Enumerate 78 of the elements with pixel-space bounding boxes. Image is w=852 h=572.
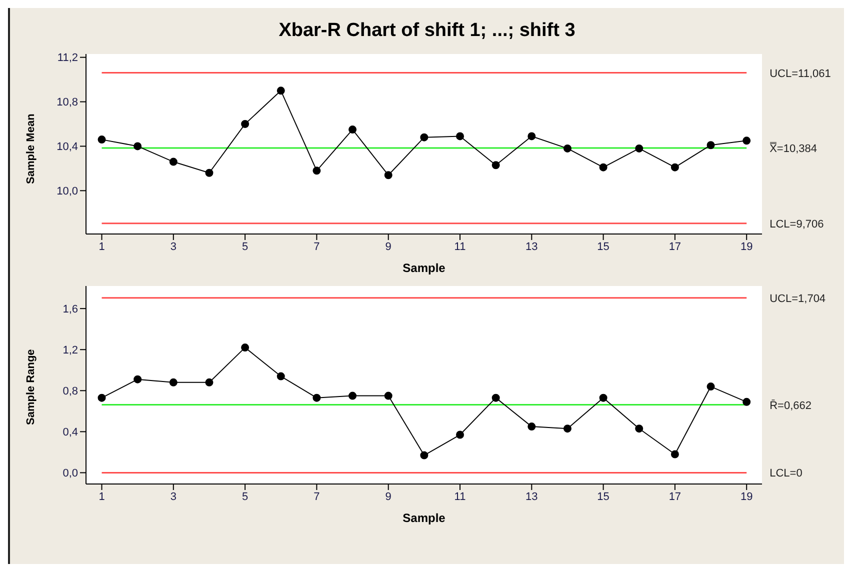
point: [312, 394, 321, 402]
y-tick-label: 0,4: [62, 426, 78, 439]
x-tick-label: 15: [597, 240, 610, 253]
point: [563, 144, 572, 152]
x-tick-label: 1: [98, 240, 105, 253]
x-tick-label: 17: [668, 240, 682, 253]
ref-line-label: X̿=10,384: [769, 142, 817, 155]
y-tick-label: 10,0: [56, 186, 78, 198]
y-axis-title: Sample Mean: [24, 113, 37, 184]
ref-line-label: LCL=9,706: [770, 218, 824, 230]
x-tick-label: 1: [98, 490, 105, 503]
point: [312, 166, 321, 175]
point: [205, 378, 214, 386]
point: [241, 120, 250, 128]
point: [348, 392, 357, 400]
point: [599, 163, 608, 172]
point: [742, 398, 751, 406]
y-tick-label: 10,4: [56, 141, 78, 154]
point: [706, 382, 715, 391]
point: [456, 132, 464, 140]
x-tick-label: 19: [740, 240, 753, 253]
point: [348, 126, 357, 134]
x-tick-label: 11: [454, 490, 466, 503]
point: [241, 344, 250, 352]
point: [134, 142, 142, 150]
point: [169, 378, 178, 386]
point: [169, 158, 178, 166]
point: [384, 392, 392, 400]
x-tick-label: 5: [242, 240, 248, 253]
point: [420, 451, 428, 460]
point: [205, 168, 214, 177]
x-tick-label: 3: [170, 240, 176, 253]
x-tick-label: 5: [242, 490, 248, 503]
point: [456, 430, 464, 439]
x-tick-label: 13: [526, 490, 538, 503]
point: [420, 133, 428, 142]
x-axis-title: Sample: [402, 511, 446, 525]
ref-line-label: LCL=0: [770, 468, 802, 480]
point: [670, 450, 679, 458]
point: [98, 394, 106, 402]
point: [670, 163, 679, 172]
y-tick-label: 1,6: [62, 303, 78, 316]
point: [706, 141, 715, 150]
point: [635, 144, 644, 152]
x-tick-label: 13: [526, 240, 538, 253]
x-tick-label: 9: [385, 240, 392, 253]
point: [276, 372, 285, 380]
x-tick-label: 9: [385, 490, 392, 503]
point: [528, 132, 536, 140]
point: [742, 136, 751, 145]
y-tick-label: 10,8: [56, 96, 78, 109]
point: [98, 136, 106, 144]
y-tick-label: 0,8: [62, 386, 78, 398]
x-tick-label: 11: [454, 240, 466, 253]
y-tick-label: 1,2: [62, 344, 78, 357]
point: [492, 161, 500, 170]
point: [635, 424, 644, 433]
x-axis-title: Sample: [402, 261, 446, 275]
point: [528, 422, 536, 431]
chart-title: Xbar-R Chart of shift 1; ...; shift 3: [278, 19, 576, 43]
point: [599, 394, 608, 402]
y-tick-label: 0,0: [62, 468, 78, 480]
point: [384, 171, 392, 180]
point: [134, 375, 142, 384]
point: [563, 424, 572, 433]
point: [276, 86, 285, 95]
x-tick-label: 15: [597, 490, 610, 503]
y-tick-label: 11,2: [57, 52, 78, 64]
ref-line-label: UCL=11,061: [770, 68, 831, 80]
x-tick-label: 17: [668, 490, 682, 503]
y-axis-title: Sample Range: [24, 349, 37, 425]
x-tick-label: 19: [740, 490, 753, 503]
ref-line-label: R̄=0,662: [770, 399, 812, 412]
x-tick-label: 7: [314, 240, 320, 253]
x-tick-label: 7: [314, 490, 320, 503]
ref-line-label: UCL=1,704: [770, 292, 826, 305]
point: [492, 394, 500, 402]
x-tick-label: 3: [170, 490, 176, 503]
